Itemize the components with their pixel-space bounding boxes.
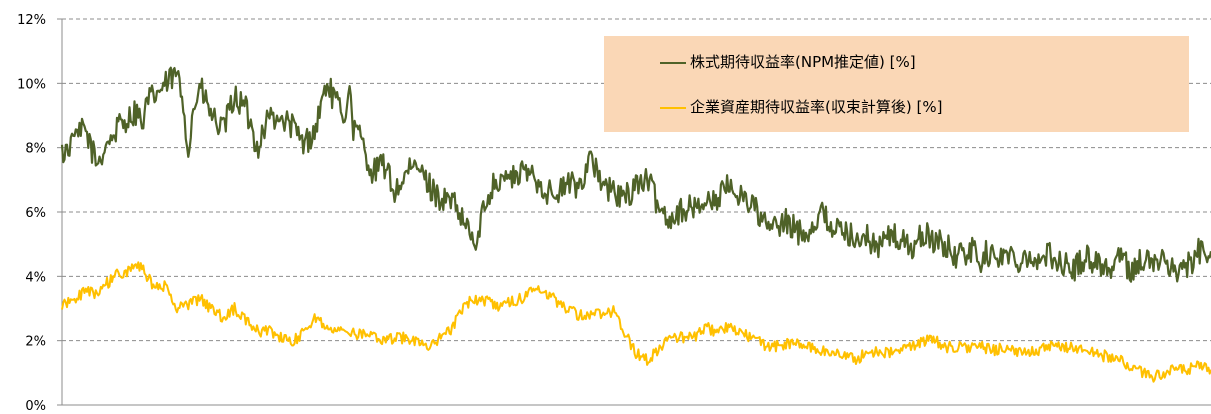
y-tick-label: 8%	[25, 142, 46, 157]
series-line-asset	[61, 261, 1211, 383]
legend-label-asset: 企業資産期待収益率(収束計算後) [%]	[690, 98, 943, 116]
legend-label-equity: 株式期待収益率(NPM推定値) [%]	[690, 53, 916, 71]
legend-swatch-equity	[660, 62, 686, 64]
y-tick-label: 4%	[25, 270, 46, 285]
series-lines	[60, 66, 1211, 383]
y-tick-label: 2%	[25, 335, 46, 350]
axes: 0% 2% 4% 6% 8% 10% 12%	[17, 13, 1211, 414]
legend-swatch-asset	[660, 107, 686, 109]
y-tick-label: 6%	[25, 206, 46, 221]
series-line-equity	[60, 66, 1211, 283]
y-tick-label: 0%	[25, 399, 46, 414]
y-tick-label: 10%	[17, 77, 46, 92]
legend: 株式期待収益率(NPM推定値) [%] 企業資産期待収益率(収束計算後) [%]	[604, 36, 1189, 132]
legend-entry-equity: 株式期待収益率(NPM推定値) [%]	[660, 53, 916, 71]
legend-entry-asset: 企業資産期待収益率(収束計算後) [%]	[660, 98, 943, 116]
y-tick-label: 12%	[17, 13, 46, 28]
